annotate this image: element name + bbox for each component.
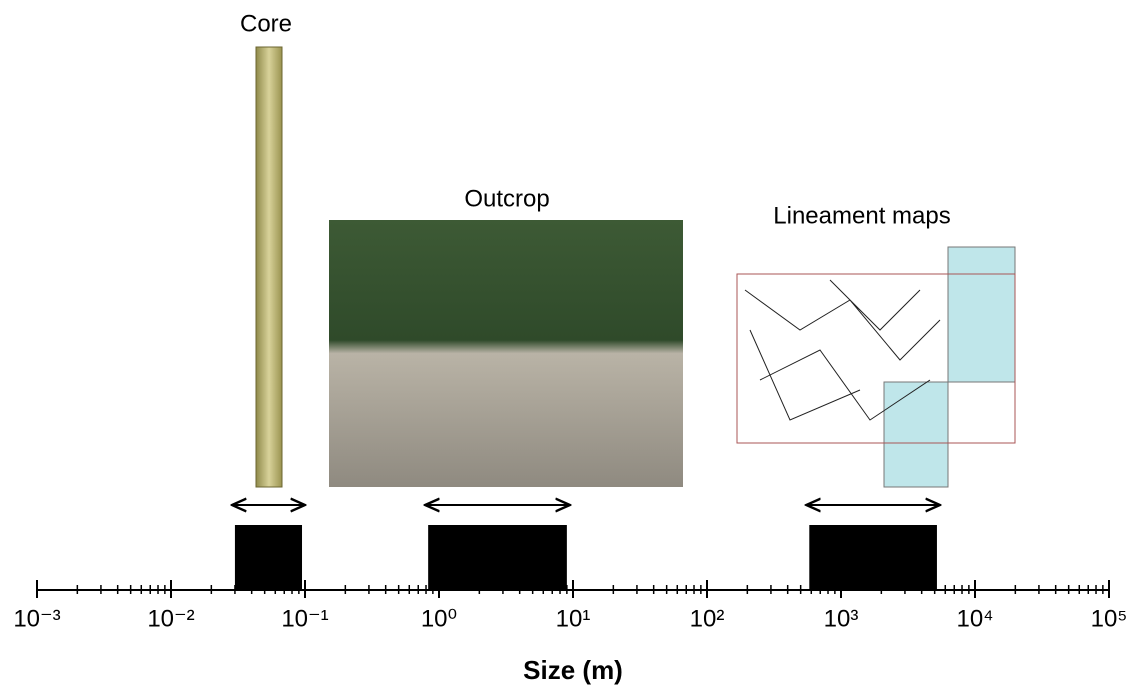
x-tick-label: 10⁴ [956, 605, 993, 632]
x-axis-title: Size (m) [523, 655, 623, 685]
x-tick-label: 10⁻² [147, 605, 194, 632]
x-tick-label: 10³ [824, 605, 859, 632]
x-tick-label: 10⁻¹ [281, 605, 328, 632]
chart: Size (m) 10⁻³ 10⁻² 10⁻¹ 10⁰ 10¹ 10² 10³ 10⁴ 10⁵ C… [0, 0, 1138, 689]
x-tick-label: 10⁵ [1091, 605, 1128, 632]
outcrop-photo [329, 220, 683, 487]
category-label: Outcrop [464, 185, 549, 212]
category-label: Core [240, 10, 292, 37]
x-tick-label: 10⁻³ [13, 605, 60, 632]
core-image [256, 47, 282, 487]
x-tick-label: 10¹ [556, 605, 591, 632]
lineament-map [723, 235, 1028, 487]
range-bar [235, 525, 302, 590]
x-tick-label: 10² [690, 605, 725, 632]
x-tick-label: 10⁰ [421, 605, 457, 632]
range-bar [428, 525, 567, 590]
category-label: Lineament maps [773, 202, 950, 229]
range-bar [809, 525, 937, 590]
